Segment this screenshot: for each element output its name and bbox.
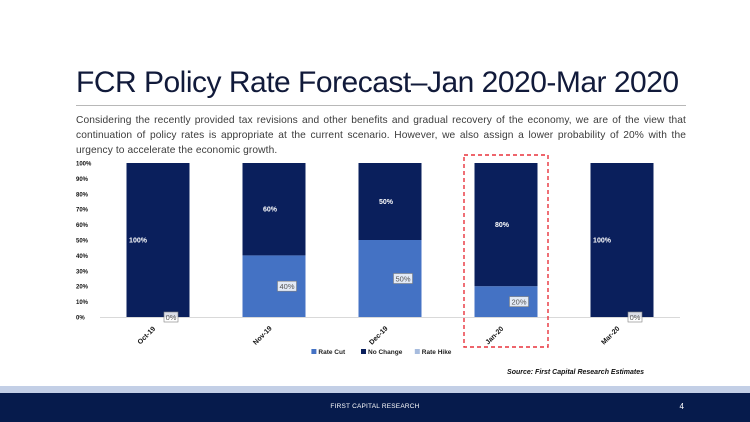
- y-tick-label: 10%: [76, 300, 89, 306]
- slide-title: FCR Policy Rate Forecast–Jan 2020-Mar 20…: [76, 66, 679, 99]
- y-tick-label: 0%: [76, 316, 85, 322]
- data-label-no-change: 100%: [129, 238, 148, 245]
- x-tick-label: Nov-19: [252, 325, 274, 347]
- legend-label: No Change: [368, 349, 403, 356]
- page-number: 4: [679, 402, 684, 411]
- source-note: Source: First Capital Research Estimates: [507, 369, 644, 376]
- data-label-rate-cut: 40%: [279, 282, 294, 291]
- highlight-box: [463, 154, 549, 348]
- legend-swatch: [414, 349, 420, 354]
- bar-no-change: [474, 163, 538, 287]
- data-label-box: [277, 280, 297, 292]
- slide-description: Considering the recently provided tax re…: [76, 115, 686, 156]
- y-tick-label: 50%: [76, 239, 89, 245]
- y-tick-label: 30%: [76, 269, 89, 275]
- title-divider: [76, 105, 686, 106]
- y-tick-label: 70%: [76, 208, 89, 214]
- footer-bar: FIRST CAPITAL RESEARCH 4: [0, 393, 750, 422]
- legend-swatch: [361, 349, 366, 354]
- bar-no-change: [358, 163, 422, 240]
- legend-label: Rate Cut: [318, 349, 346, 356]
- data-label-rate-cut: 0%: [166, 313, 177, 322]
- data-label-rate-cut: 50%: [395, 275, 410, 284]
- legend-label: Rate Hike: [422, 349, 452, 356]
- y-tick-label: 20%: [76, 285, 89, 291]
- legend-swatch: [311, 349, 317, 354]
- bar-no-change: [242, 163, 306, 256]
- y-tick-label: 40%: [76, 254, 89, 260]
- data-label-no-change: 80%: [495, 222, 510, 229]
- policy-rate-chart: 0% 10% 20% 30% 40% 50% 60% 70% 80% 90% 100% 0% 100% 4…: [76, 154, 680, 356]
- data-label-box: [509, 296, 529, 307]
- footer-label: FIRST CAPITAL RESEARCH: [330, 403, 420, 410]
- bar-no-change: [590, 163, 654, 317]
- footer-accent-band: [0, 386, 750, 393]
- y-tick-label: 100%: [76, 162, 92, 168]
- data-label-no-change: 100%: [593, 238, 612, 245]
- x-tick-label: Mar-20: [600, 325, 621, 346]
- data-label-box: [163, 311, 179, 323]
- x-tick-label: Oct-19: [137, 326, 157, 346]
- y-tick-label: 60%: [76, 223, 89, 229]
- y-tick-label: 90%: [76, 177, 89, 183]
- data-label-no-change: 50%: [379, 199, 394, 206]
- data-label-box: [627, 311, 643, 323]
- x-tick-label: Jan-20: [485, 326, 506, 347]
- bar-no-change: [126, 163, 190, 317]
- data-label-box: [393, 273, 413, 284]
- data-label-rate-cut: 0%: [630, 313, 641, 322]
- data-label-no-change: 60%: [263, 207, 278, 214]
- data-label-rate-cut: 20%: [511, 298, 526, 307]
- x-tick-label: Dec-19: [368, 325, 389, 346]
- y-tick-label: 80%: [76, 192, 89, 198]
